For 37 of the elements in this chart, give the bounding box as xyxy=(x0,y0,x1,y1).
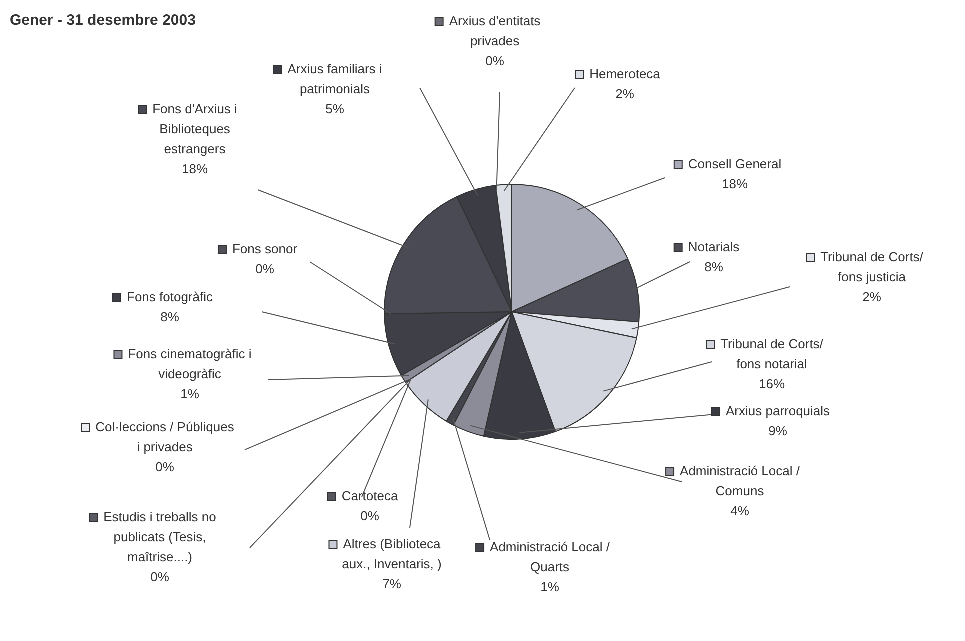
legend-label: Fons sonor xyxy=(232,242,298,257)
text: 0% xyxy=(156,460,174,475)
legend-label: Cartoteca xyxy=(342,488,399,504)
data-label: 4% xyxy=(730,504,750,519)
legend-label: Administració Local / Comuns xyxy=(680,464,800,499)
legend-label: Estudis i treballs no publicats (Tesis, maîtrise....) xyxy=(104,510,216,565)
data-label: 16% xyxy=(758,376,786,392)
data-label: 18% xyxy=(722,176,748,192)
chart-title: Gener - 31 desembre 2003 xyxy=(10,12,196,29)
data-label: 18% xyxy=(182,162,208,177)
data-label: 2% xyxy=(616,86,635,102)
data-label: 2% xyxy=(862,290,882,305)
text: 0% xyxy=(360,508,380,524)
legend-label: Arxius familiars i patrimonials xyxy=(288,62,382,97)
text: 0% xyxy=(486,54,504,69)
data-label: 1% xyxy=(540,580,560,595)
data-label: 7% xyxy=(382,576,402,592)
data-label: 5% xyxy=(326,102,345,117)
data-label: 1% xyxy=(180,386,200,402)
text: 0% xyxy=(150,570,170,585)
data-label: 9% xyxy=(768,424,788,439)
legend-label: Fons cinematogràfic i videogràfic xyxy=(128,346,252,382)
legend-label: Consell General xyxy=(688,156,782,172)
legend-label: Col·leccions / Públiques i privades xyxy=(96,420,235,455)
data-label: 8% xyxy=(704,260,724,275)
data-label: 8% xyxy=(160,310,180,325)
legend-label: Hemeroteca xyxy=(590,66,662,82)
legend-label: Arxius d'entitats privades xyxy=(449,14,542,49)
text: 0% xyxy=(256,262,274,277)
legend-label: Fons fotogràfic xyxy=(127,290,214,305)
legend-label: Fons d'Arxius i Biblioteques estrangers xyxy=(152,102,238,157)
legend-label: Altres (Biblioteca aux., Inventaris, ) xyxy=(342,536,442,572)
legend-label: Arxius parroquials xyxy=(726,404,831,419)
legend-label: Notarials xyxy=(688,240,740,255)
legend-label: Tribunal de Corts/ fons notarial xyxy=(720,336,824,372)
legend-label: Administració Local / Quarts xyxy=(490,540,610,575)
legend-label: Tribunal de Corts/ fons justicia xyxy=(820,250,924,285)
